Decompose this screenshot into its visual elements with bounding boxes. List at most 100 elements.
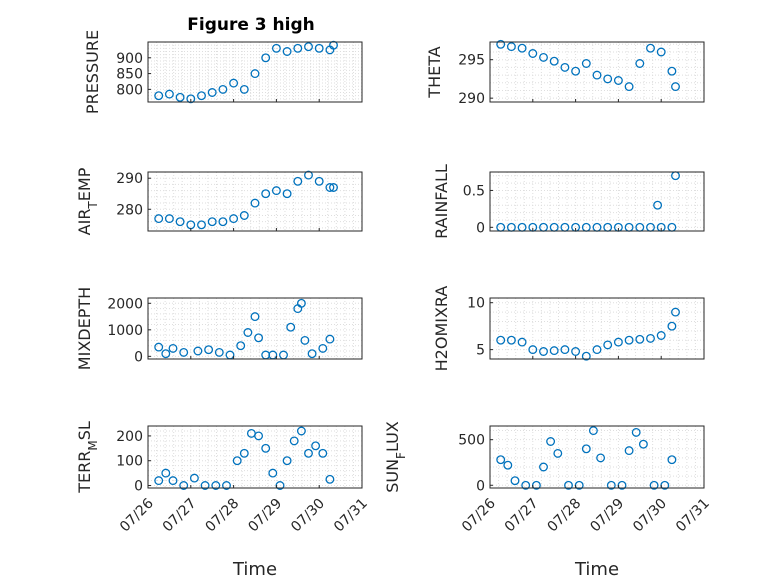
data-point xyxy=(268,468,278,478)
data-point xyxy=(318,343,328,353)
data-point xyxy=(496,335,506,345)
data-point xyxy=(289,436,299,446)
y-tick-label: 0 xyxy=(476,220,485,236)
x-axis-label: Time xyxy=(574,559,619,580)
data-point xyxy=(261,189,271,199)
y-tick-label: 295 xyxy=(458,53,485,69)
data-point xyxy=(521,480,531,490)
data-point xyxy=(296,426,306,436)
data-point xyxy=(560,345,570,355)
data-point xyxy=(239,211,249,220)
data-point xyxy=(271,43,281,53)
x-tick-label: 07/28 xyxy=(203,496,243,536)
data-point xyxy=(592,345,602,355)
data-point xyxy=(254,333,264,343)
data-point xyxy=(539,462,548,472)
y-tick-label: 500 xyxy=(458,433,485,449)
axes-box xyxy=(489,297,705,360)
data-point xyxy=(592,70,602,80)
data-point xyxy=(296,298,306,308)
subplot-grid: 800850900PRESSURE280290AIRTEMP010002000M… xyxy=(75,30,713,580)
data-point xyxy=(539,347,548,356)
data-point xyxy=(154,476,164,486)
data-point xyxy=(204,345,214,355)
data-point xyxy=(154,91,164,101)
axes-box xyxy=(489,171,705,232)
y-tick-label: 10 xyxy=(467,296,485,312)
data-point xyxy=(649,480,659,490)
data-point xyxy=(207,217,217,227)
data-point xyxy=(197,220,206,230)
data-point xyxy=(667,455,677,465)
y-axis-label: H2OMIXRA xyxy=(432,286,451,372)
data-point xyxy=(588,426,598,436)
data-point xyxy=(318,448,328,458)
data-point xyxy=(218,84,228,94)
x-tick-label: 07/26 xyxy=(459,495,499,535)
data-point xyxy=(667,66,677,76)
data-point xyxy=(592,222,602,232)
y-tick-label: 0 xyxy=(476,478,485,494)
data-point xyxy=(161,468,171,478)
data-point xyxy=(646,333,655,343)
data-point xyxy=(314,176,324,186)
data-point xyxy=(631,427,641,437)
data-point xyxy=(168,343,178,353)
data-point xyxy=(564,480,573,490)
data-point xyxy=(261,53,271,63)
axes-box xyxy=(147,41,363,103)
y-tick-label: 850 xyxy=(116,67,143,83)
data-point xyxy=(175,217,185,227)
data-point xyxy=(293,43,303,53)
y-tick-label: 200 xyxy=(116,429,143,445)
data-point xyxy=(325,334,335,344)
y-tick-label: 290 xyxy=(458,91,485,107)
data-point xyxy=(243,328,253,337)
axes-box xyxy=(489,41,705,103)
data-point xyxy=(510,476,520,486)
x-tick-label: 07/29 xyxy=(587,496,627,536)
data-point xyxy=(179,347,189,357)
data-point xyxy=(325,183,335,192)
data-point xyxy=(656,331,666,340)
data-point xyxy=(261,443,271,453)
data-point xyxy=(560,62,570,72)
data-point xyxy=(613,337,623,347)
subplot-air-t-emp: 280 290 AIRTEMP xyxy=(75,167,363,235)
y-tick-label: 0 xyxy=(134,479,143,495)
data-point xyxy=(581,351,591,361)
y-axis-label: TERRMSL xyxy=(75,421,100,494)
data-point xyxy=(311,441,321,451)
data-point xyxy=(250,312,260,322)
x-tick-label: 07/28 xyxy=(545,496,585,536)
data-point xyxy=(175,92,185,102)
x-axis-label: Time xyxy=(232,559,277,580)
data-point xyxy=(667,222,677,232)
data-point xyxy=(517,337,527,347)
data-point xyxy=(229,214,239,224)
data-point xyxy=(304,170,313,180)
data-point xyxy=(603,74,613,84)
data-point xyxy=(646,43,655,53)
data-point xyxy=(282,456,292,466)
data-point xyxy=(254,431,264,441)
data-point xyxy=(307,349,317,359)
data-point xyxy=(329,40,338,50)
data-point xyxy=(496,222,506,232)
data-point xyxy=(581,59,591,68)
x-tick-label: 07/27 xyxy=(160,496,200,536)
data-point xyxy=(164,214,174,224)
data-point xyxy=(528,345,538,355)
x-tick-label: 07/27 xyxy=(502,496,542,536)
data-point xyxy=(193,346,203,356)
data-point xyxy=(189,473,199,483)
data-point xyxy=(606,480,616,490)
data-point xyxy=(161,349,171,359)
data-point xyxy=(539,222,548,232)
y-tick-label: 0.5 xyxy=(463,183,485,199)
y-tick-label: 2000 xyxy=(107,296,143,312)
data-point xyxy=(517,43,527,53)
data-point xyxy=(624,446,634,456)
data-point xyxy=(638,439,648,449)
